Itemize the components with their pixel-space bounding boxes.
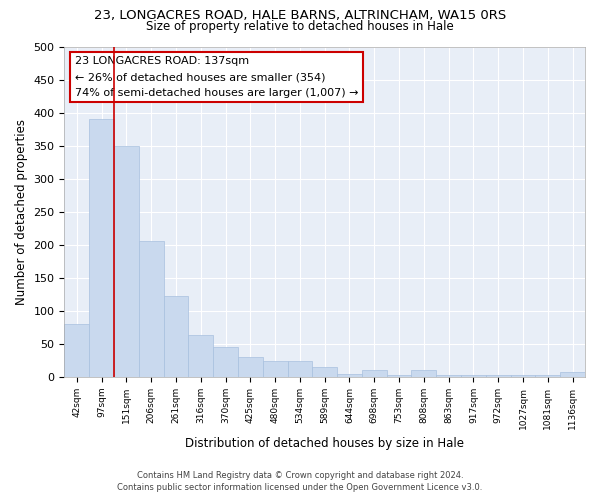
Bar (461, 376, 486, 377)
Bar (412, 370, 436, 377)
Bar (238, 357, 263, 377)
Bar (337, 374, 362, 377)
Bar (89, 119, 114, 377)
Bar (139, 242, 164, 377)
Text: Size of property relative to detached houses in Hale: Size of property relative to detached ho… (146, 20, 454, 33)
Text: Contains HM Land Registry data © Crown copyright and database right 2024.
Contai: Contains HM Land Registry data © Crown c… (118, 471, 482, 492)
Text: 23 LONGACRES ROAD: 137sqm
← 26% of detached houses are smaller (354)
74% of semi: 23 LONGACRES ROAD: 137sqm ← 26% of detac… (75, 56, 358, 98)
Y-axis label: Number of detached properties: Number of detached properties (15, 118, 28, 304)
Bar (486, 376, 511, 377)
Bar (164, 296, 188, 377)
Bar (511, 376, 535, 377)
Bar (362, 370, 386, 377)
Bar (213, 347, 238, 377)
Bar (535, 376, 560, 377)
Bar (386, 376, 412, 377)
Bar (560, 372, 585, 377)
Bar (313, 367, 337, 377)
Bar (287, 361, 313, 377)
Text: 23, LONGACRES ROAD, HALE BARNS, ALTRINCHAM, WA15 0RS: 23, LONGACRES ROAD, HALE BARNS, ALTRINCH… (94, 9, 506, 22)
Bar (436, 376, 461, 377)
Bar (114, 146, 139, 377)
Bar (188, 335, 213, 377)
X-axis label: Distribution of detached houses by size in Hale: Distribution of detached houses by size … (185, 437, 464, 450)
Bar (263, 361, 287, 377)
Bar (64, 324, 89, 377)
